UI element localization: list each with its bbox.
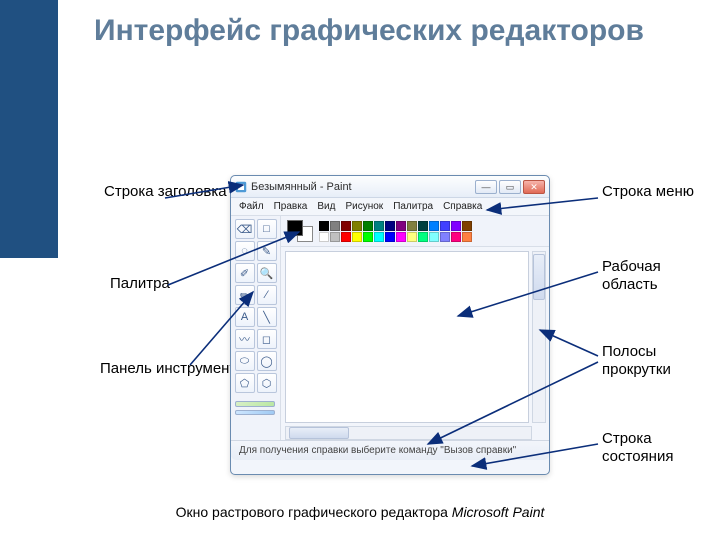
- swatch[interactable]: [451, 221, 461, 231]
- maximize-button[interactable]: ▭: [499, 180, 521, 194]
- tool-15[interactable]: ⬡: [257, 373, 277, 393]
- h-scroll-thumb[interactable]: [289, 427, 349, 439]
- swatch[interactable]: [363, 221, 373, 231]
- palette-bar: [281, 216, 549, 247]
- swatch[interactable]: [341, 232, 351, 242]
- window-title-text: Безымянный - Paint: [251, 181, 475, 193]
- tool-14[interactable]: ⬠: [235, 373, 255, 393]
- swatch[interactable]: [385, 232, 395, 242]
- swatch[interactable]: [330, 232, 340, 242]
- swatch[interactable]: [374, 232, 384, 242]
- tool-4[interactable]: ✐: [235, 263, 255, 283]
- tool-0[interactable]: ⌫: [235, 219, 255, 239]
- close-button[interactable]: ✕: [523, 180, 545, 194]
- tool-5[interactable]: 🔍: [257, 263, 277, 283]
- slide-caption: Окно растрового графического редактора M…: [0, 504, 720, 520]
- menu-Справка[interactable]: Справка: [443, 201, 482, 212]
- status-bar: Для получения справки выберите команду "…: [231, 440, 549, 460]
- label-palette: Палитра: [110, 275, 170, 293]
- tool-10[interactable]: 〰: [235, 329, 255, 349]
- swatch[interactable]: [440, 221, 450, 231]
- swatch[interactable]: [462, 232, 472, 242]
- label-title-bar: Строка заголовка: [104, 183, 227, 201]
- swatch[interactable]: [374, 221, 384, 231]
- label-work-area: Рабочая область: [602, 258, 720, 294]
- menu-Вид[interactable]: Вид: [317, 201, 335, 212]
- menu-Рисунок[interactable]: Рисунок: [345, 201, 383, 212]
- menu-bar: Файл Правка Вид Рисунок Палитра Справка: [231, 198, 549, 216]
- tool-9[interactable]: ╲: [257, 307, 277, 327]
- minimize-button[interactable]: —: [475, 180, 497, 194]
- swatch[interactable]: [352, 232, 362, 242]
- tool-1[interactable]: □: [257, 219, 277, 239]
- swatch[interactable]: [407, 232, 417, 242]
- menu-Палитра[interactable]: Палитра: [393, 201, 433, 212]
- swatch[interactable]: [440, 232, 450, 242]
- swatch[interactable]: [363, 232, 373, 242]
- toolbox: ⌫□◌✎✐🔍✏⁄A╲〰◻⬭◯⬠⬡: [231, 216, 281, 440]
- horizontal-scrollbar[interactable]: [285, 426, 532, 440]
- fg-bg-selector[interactable]: [287, 220, 313, 242]
- title-bar[interactable]: Безымянный - Paint — ▭ ✕: [231, 176, 549, 198]
- tool-6[interactable]: ✏: [235, 285, 255, 305]
- v-scroll-thumb[interactable]: [533, 254, 545, 300]
- fg-color: [287, 220, 303, 236]
- swatch[interactable]: [429, 221, 439, 231]
- menu-Файл[interactable]: Файл: [239, 201, 264, 212]
- swatch[interactable]: [341, 221, 351, 231]
- swatch[interactable]: [319, 232, 329, 242]
- tool-12[interactable]: ⬭: [235, 351, 255, 371]
- swatch[interactable]: [385, 221, 395, 231]
- caption-app-name: Microsoft Paint: [452, 504, 545, 520]
- swatch[interactable]: [330, 221, 340, 231]
- swatch[interactable]: [429, 232, 439, 242]
- menu-Правка[interactable]: Правка: [274, 201, 308, 212]
- tool-7[interactable]: ⁄: [257, 285, 277, 305]
- swatch[interactable]: [418, 221, 428, 231]
- vertical-scrollbar[interactable]: [532, 251, 546, 423]
- thumbnail-1[interactable]: [235, 401, 275, 407]
- label-status-bar: Строка состояния: [602, 430, 720, 466]
- app-icon: [235, 181, 247, 193]
- swatch[interactable]: [352, 221, 362, 231]
- swatch[interactable]: [451, 232, 461, 242]
- swatch[interactable]: [396, 232, 406, 242]
- tool-13[interactable]: ◯: [257, 351, 277, 371]
- swatch[interactable]: [462, 221, 472, 231]
- thumbnail-panel: [235, 401, 277, 415]
- canvas[interactable]: [285, 251, 529, 423]
- tool-2[interactable]: ◌: [235, 241, 255, 261]
- color-palette: [319, 221, 472, 242]
- swatch[interactable]: [407, 221, 417, 231]
- swatch[interactable]: [418, 232, 428, 242]
- swatch[interactable]: [396, 221, 406, 231]
- paint-window: Безымянный - Paint — ▭ ✕ Файл Правка Вид Ри…: [230, 175, 550, 475]
- slide-sidebar: [0, 0, 58, 258]
- label-menu-bar: Строка меню: [602, 183, 694, 201]
- caption-prefix: Окно растрового графического редактора: [176, 504, 452, 520]
- thumbnail-2[interactable]: [235, 410, 275, 416]
- tool-11[interactable]: ◻: [257, 329, 277, 349]
- swatch[interactable]: [319, 221, 329, 231]
- tool-3[interactable]: ✎: [257, 241, 277, 261]
- label-scrollbars: Полосы прокрутки: [602, 343, 720, 379]
- slide-title: Интерфейс графических редакторов: [94, 14, 644, 49]
- tool-8[interactable]: A: [235, 307, 255, 327]
